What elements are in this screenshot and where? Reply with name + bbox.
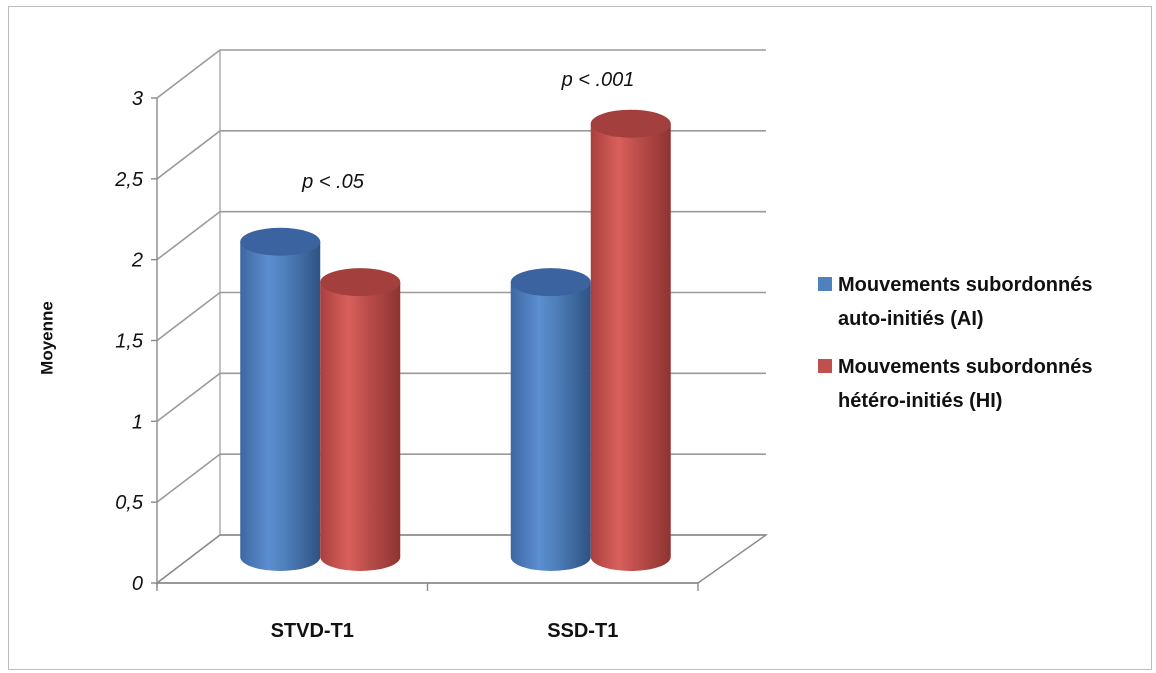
- bar-cylinder-body: [320, 282, 401, 572]
- gridline: [156, 49, 766, 99]
- annotation-stvd: p < .05: [301, 171, 365, 193]
- y-tick-label: 1: [132, 411, 143, 433]
- legend-label-1: Mouvements subordonnés: [838, 274, 1092, 296]
- bars-layer: [240, 109, 671, 572]
- bar-cylinder-top: [510, 268, 591, 297]
- annotation-ssd: p < .001: [561, 69, 635, 91]
- legend: Mouvements subordonnés auto-initiés (AI) M…: [818, 274, 1092, 412]
- bar-cylinder-body: [590, 123, 671, 572]
- y-axis-label: Moyenne: [37, 301, 56, 375]
- bar-ssd-t1-series-1: [510, 268, 591, 572]
- axis-layer: 0 0,5 1 1,5 2 2,5 3 STVD-T1 SSD-T1: [114, 88, 769, 642]
- y-tick-label: 2,5: [114, 169, 144, 191]
- legend-label-1: auto-initiés (AI): [838, 308, 984, 330]
- legend-swatch-2: [818, 359, 832, 373]
- bar-cylinder-top: [320, 268, 401, 297]
- legend-label-2: Mouvements subordonnés: [838, 356, 1092, 378]
- x-category-label: SSD-T1: [547, 620, 618, 642]
- bar-cylinder-top: [240, 227, 321, 256]
- bar-ssd-t1-series-2: [590, 109, 671, 572]
- y-tick-label: 2: [131, 250, 143, 272]
- gridline: [156, 130, 766, 180]
- bar-stvd-t1-series-2: [320, 268, 401, 572]
- legend-label-2: hétéro-initiés (HI): [838, 390, 1002, 412]
- y-tick-label: 3: [132, 88, 143, 110]
- y-tick-label: 0: [132, 573, 143, 595]
- x-category-label: STVD-T1: [271, 620, 354, 642]
- y-tick-label: 0,5: [115, 492, 144, 514]
- bar-cylinder-top: [590, 109, 671, 138]
- chart-frame: [8, 6, 1152, 670]
- legend-swatch-1: [818, 277, 832, 291]
- labels-layer: Moyenne p < .05 p < .001: [37, 69, 634, 375]
- y-tick-label: 1,5: [115, 331, 144, 353]
- bar-cylinder-body: [240, 241, 321, 572]
- bar-stvd-t1-series-1: [240, 227, 321, 572]
- bar-cylinder-body: [510, 282, 591, 572]
